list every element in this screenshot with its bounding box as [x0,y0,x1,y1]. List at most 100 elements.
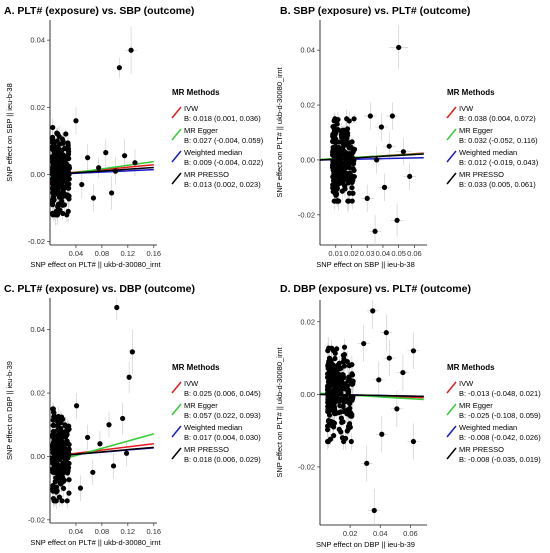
snp-point [336,426,342,432]
legend-method: Weighted median [459,423,517,432]
snp-point [410,438,417,445]
legend-title: MR Methods [447,88,495,97]
snp-point [376,377,382,383]
legend-estimate: B: 0.018 (0.001, 0.036) [184,114,261,123]
snp-point [342,183,348,189]
snp-point [349,378,355,384]
snp-point [325,392,331,398]
snp-point [350,190,356,196]
legend-key [171,106,182,119]
snp-point [66,490,72,496]
x-tick-label: 0.06 [403,529,418,538]
legend-estimate: B: 0.033 (0.005, 0.061) [459,180,536,189]
snp-point [364,460,370,466]
y-tick-label: 0.00 [30,452,45,461]
snp-point [381,184,388,190]
snp-point [59,498,65,504]
snp-point [329,345,335,351]
snp-point [336,409,342,416]
snp-point [349,151,355,157]
snp-point [64,441,70,447]
snp-point [394,217,400,223]
legend-estimate: B: -0.008 (-0.042, 0.026) [459,433,541,442]
plot-area [50,298,154,510]
y-tick-label: 0.00 [30,170,45,179]
plot-area [320,25,424,245]
legend-method: MR Egger [184,126,218,135]
snp-point [396,44,402,51]
snp-point [53,173,59,179]
legend-key [171,381,182,394]
snp-point [66,163,72,169]
snp-point [336,180,342,187]
snp-point [60,140,66,146]
snp-point [123,450,130,456]
snp-point [325,418,332,424]
snp-point [364,195,370,201]
snp-point [332,350,338,356]
legend-estimate: B: -0.025 (-0.108, 0.059) [459,411,541,420]
x-tick-label: 0.04 [376,249,391,258]
x-tick-label: 0.04 [69,527,84,536]
snp-point [331,433,337,439]
snp-point [337,155,343,162]
snp-point [324,423,331,429]
snp-point [53,208,59,214]
snp-point [371,507,377,514]
snp-point [53,498,59,504]
y-tick-label: 0.02 [300,317,315,326]
snp-point [53,452,59,458]
snp-point [73,403,80,409]
snp-point [65,184,71,190]
snp-point [348,438,354,445]
x-tick-label: 0.01 [328,249,343,258]
snp-point [50,409,57,415]
snp-point [334,346,340,352]
legend-method: Weighted median [459,148,517,157]
legend-estimate: B: 0.057 (0.022, 0.093) [184,411,261,420]
snp-point [51,428,57,435]
x-tick-label: 0.16 [146,249,161,258]
snp-point [50,434,56,440]
snp-point [52,486,58,492]
snp-point [378,124,384,130]
snp-point [340,359,346,365]
snp-point [334,185,340,192]
y-axis-label: SNP effect on PLT# || ukb-d-30080_irnt [275,346,284,477]
snp-point [61,464,67,470]
snp-point [77,485,84,491]
snp-point [63,131,69,137]
legend-method: MR Egger [459,401,493,410]
legend-method: IVW [459,104,474,113]
snp-point [410,348,417,354]
snp-point [330,404,336,411]
snp-point [325,396,331,403]
snp-point [324,438,331,445]
snp-point [341,344,348,350]
snp-point [61,469,67,476]
x-tick-label: 0.02 [344,249,359,258]
legend-estimate: B: -0.008 (-0.035, 0.019) [459,455,541,464]
snp-point [400,149,406,155]
y-tick-label: 0.04 [30,325,45,334]
snp-point [338,374,344,380]
snp-point [55,426,62,432]
x-tick-label: 0.06 [407,249,422,258]
snp-point [374,157,380,163]
snp-point [97,441,103,447]
snp-point [340,384,346,391]
panel-a: A. PLT# (exposure) vs. SBP (outcome) -0.0… [4,5,264,269]
y-axis-label: SNP effect on DBP || ieu-b-39 [5,361,14,460]
snp-point [332,411,338,417]
snp-point [343,393,349,400]
snp-point [349,198,355,204]
snp-point [57,151,63,157]
snp-point [347,413,354,419]
snp-point [370,308,376,314]
y-tick-label: 0.00 [300,390,315,399]
snp-point [73,118,79,124]
snp-point [332,355,338,362]
snp-point [55,435,61,441]
